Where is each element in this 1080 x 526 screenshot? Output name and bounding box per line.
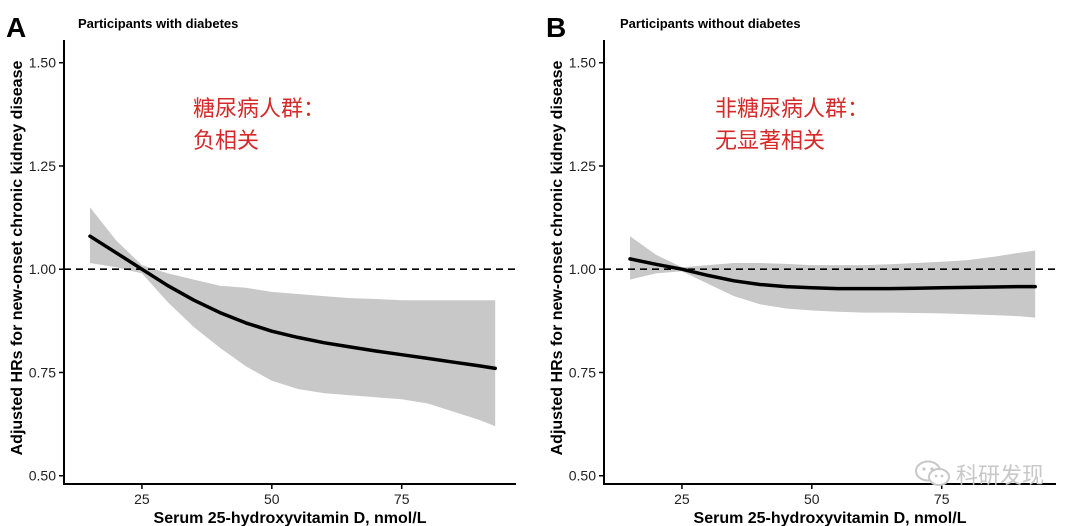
y-tick-label: 1.50: [569, 55, 596, 71]
x-tick-label: 75: [934, 491, 950, 507]
x-tick-label: 25: [134, 491, 150, 507]
y-tick-label: 0.75: [29, 364, 56, 380]
x-tick-label: 75: [394, 491, 410, 507]
y-axis-title: Adjusted HRs for new-onset chronic kidne…: [9, 61, 26, 456]
annotation-red: 糖尿病人群： 负相关: [193, 94, 325, 158]
panel-b: B Participants without diabetes 0.50 0.75…: [540, 0, 1080, 526]
watermark-text: 科研发现: [955, 464, 1044, 489]
panel-letter: B: [546, 12, 567, 43]
hr-curve: [628, 257, 1037, 291]
y-tick-label: 0.75: [569, 364, 596, 380]
watermark: 科研发现: [914, 458, 1044, 490]
ci-band: [630, 236, 1036, 318]
y-tick-label: 1.50: [29, 55, 56, 71]
annotation-line1: 糖尿病人群：: [193, 97, 326, 122]
x-axis-title: Serum 25-hydroxyvitamin D, nmol/L: [694, 510, 967, 526]
y-tick-label: 1.25: [569, 158, 596, 174]
panel-letter: A: [6, 12, 27, 43]
chart-a: 0.50 0.75 1.00 1.25 1.50 25 50 75 Serum 25-hydro…: [9, 40, 516, 526]
y-axis-title: Adjusted HRs for new-onset chronic kidne…: [549, 61, 566, 456]
annotation-line2: 负相关: [193, 129, 260, 154]
ci-band: [90, 207, 496, 427]
y-tick-label: 1.25: [29, 158, 56, 174]
y-tick-label: 1.00: [29, 261, 56, 277]
hr-curve: [88, 234, 497, 371]
y-tick-label: 1.00: [569, 261, 596, 277]
chart-title: Participants without diabetes: [620, 16, 801, 31]
y-tick-label: 0.50: [29, 468, 56, 484]
chart-b: 0.50 0.75 1.00 1.25 1.50 25 50 75 Serum 25-hydro…: [549, 40, 1056, 526]
annotation-line1: 非糖尿病人群：: [715, 97, 870, 122]
x-axis-title: Serum 25-hydroxyvitamin D, nmol/L: [154, 510, 427, 526]
x-tick-label: 25: [674, 491, 690, 507]
x-tick-label: 50: [804, 491, 820, 507]
annotation-red: 非糖尿病人群： 无显著相关: [715, 94, 869, 158]
annotation-line2: 无显著相关: [715, 129, 826, 154]
wechat-icon: [914, 460, 950, 486]
y-tick-label: 0.50: [569, 468, 596, 484]
x-tick-label: 50: [264, 491, 280, 507]
panel-a: A Participants with diabetes 0.50 0.75 1.0…: [6, 12, 516, 526]
chart-title: Participants with diabetes: [78, 16, 239, 31]
